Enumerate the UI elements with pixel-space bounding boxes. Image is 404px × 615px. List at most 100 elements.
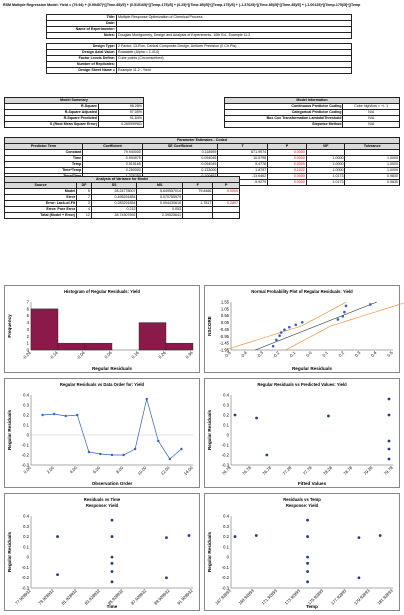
model_summary-row: S (Root Mean Square Error) 0.265999961 [4, 121, 145, 128]
anova-cell: 2.39525641 [136, 212, 184, 219]
y-tick-label: -0.1 [222, 565, 230, 570]
y-tick-label: -0.95 [219, 334, 229, 339]
data-point [306, 561, 309, 565]
y-tick-label: 0.1 [23, 423, 29, 428]
y-tick-label: 0.1 [223, 544, 229, 549]
data-point [306, 535, 309, 538]
data-point [133, 447, 137, 451]
x-axis-label: Regular Residuals [292, 366, 333, 371]
y-tick-label: 1 [27, 341, 30, 346]
x-tick-label: 0.3 [354, 350, 362, 358]
x-tick-label: 0.36 [184, 350, 194, 360]
data-point [233, 413, 237, 417]
y-tick-label: -1.45 [219, 341, 229, 346]
data-point [233, 535, 237, 538]
y-tick-label: 0.1 [23, 544, 29, 549]
x-tick-label: 0.06 [103, 350, 113, 360]
x-tick-label: 171.92893 [260, 588, 278, 606]
data-point [343, 310, 346, 314]
x-tick-label: 78.78 [342, 465, 353, 476]
y-tick-label: 0 [27, 348, 30, 353]
y-axis-label: Regular Residuals [7, 410, 12, 451]
anova-row: Error: Pure Error 4 0.212 0.053 [3, 206, 240, 213]
data-point [387, 447, 391, 451]
y-tick-label: -0.2 [222, 453, 230, 458]
data-point [110, 535, 114, 538]
y-tick-label: 1.05 [221, 306, 230, 311]
data-point [357, 536, 361, 539]
histogram-bar [30, 308, 59, 351]
chart-svg: 0.40.30.20.10-0.1-0.2-0.376.78 76.78 76.78… [207, 393, 394, 487]
data-point [336, 318, 340, 321]
x-axis-label: Observation Order [92, 481, 133, 486]
anova-header-row: Source DF SS MS F P [3, 182, 240, 189]
x-tick-label: 2.00 [46, 465, 56, 475]
x-tick-label: 0.2 [337, 350, 345, 358]
anova-cell [182, 212, 214, 219]
chart-title: Regular Residuals vs Predicted Values: Y… [257, 382, 347, 387]
anova-cell: 12 [76, 212, 92, 219]
residuals-vs-time-panel: Residuals vs Time Response: Yield 0.4 0.3 0.… [4, 493, 200, 611]
y-tick-label: 0.3 [23, 403, 29, 408]
params-cell: 0.9830 [344, 179, 400, 186]
x-tick-label: 0.26 [157, 350, 167, 360]
confidence-band-upper [224, 301, 347, 351]
chart-svg: 0.4 0.3 0.2 0.1 0 -0.1 -0.2 -0.30.00 2.00 4.00 6.0… [7, 393, 194, 487]
data-point [110, 580, 114, 584]
data-point [344, 304, 348, 308]
data-point [165, 536, 168, 539]
x-tick-label: 78.28 [322, 465, 333, 476]
data-point [168, 457, 172, 461]
data-point [306, 518, 309, 522]
y-tick-label: 2 [27, 334, 30, 339]
y-tick-label: 6 [27, 306, 30, 311]
data-point [56, 573, 59, 577]
model-information-table: Model Information Continuous Predictor Co… [223, 97, 400, 128]
model_summary-value: 0.265999961 [97, 121, 145, 128]
y-tick-label: 0.3 [23, 524, 29, 529]
y-tick-label: 0.55 [221, 313, 230, 318]
x-tick-label: 77.78 [302, 465, 313, 476]
data-point [387, 439, 391, 443]
x-tick-label: 83.928932 [84, 588, 102, 606]
design-row: Design Sheet Name = Example 11.2 - Yield [46, 67, 352, 74]
data-point [87, 450, 91, 454]
x-tick-label: 89.928932 [153, 588, 171, 606]
y-tick-label: -0.3 [222, 463, 230, 468]
x-tick-label: -0.14 [48, 350, 59, 361]
anova-row: Total (Model + Error) 12 28.74307692 2.3952… [3, 212, 240, 219]
y-tick-label: 0 [27, 433, 30, 438]
x-tick-label: -0.1 [288, 350, 297, 359]
data-point [157, 439, 160, 443]
anova-cell: Total (Model + Error) [3, 212, 78, 219]
x-tick-label: 175.92893 [307, 588, 325, 606]
data-point [180, 447, 183, 451]
x-tick-label: 87.928932 [130, 588, 148, 606]
histogram-bar [138, 322, 167, 351]
data-point [145, 397, 148, 401]
y-tick-label: 0.2 [23, 413, 29, 418]
x-tick-label: 12.00 [160, 465, 171, 476]
x-tick-label: 173.92893 [284, 588, 302, 606]
y-tick-label: -0.1 [22, 565, 30, 570]
chart-subtitle: Response: Yield [285, 503, 319, 508]
fit-line [255, 301, 377, 351]
chart-svg: 0 1 2 3 4 5 67 -0.24 -0.14 -0.04 0.06 0.16 0.26 0.36 F… [7, 300, 194, 372]
residual-line [42, 398, 182, 460]
x-tick-label: 179.92893 [353, 588, 371, 606]
x-tick-label: -0.3 [255, 350, 264, 359]
x-tick-label: 0.1 [321, 350, 329, 358]
data-point [288, 325, 291, 329]
data-point [99, 452, 102, 456]
x-tick-label: 4.00 [69, 465, 79, 475]
histogram-bar [165, 342, 194, 351]
y-tick-label: 0.3 [223, 403, 229, 408]
design-table: Design Type: 2 Factor, 13-Run, Central Co… [46, 43, 352, 74]
anova-row: Error: Lack-of-Fit 3 0.283291854 0.09443061… [3, 200, 240, 207]
x-axis-label: Time [107, 604, 118, 609]
y-tick-label: 0.4 [23, 393, 29, 398]
y-tick-label: 5 [27, 313, 30, 318]
info-value: Douglas Montgomery, Design and Analysis … [116, 32, 352, 39]
data-point [265, 453, 269, 457]
y-tick-label: -0.2 [22, 453, 30, 458]
